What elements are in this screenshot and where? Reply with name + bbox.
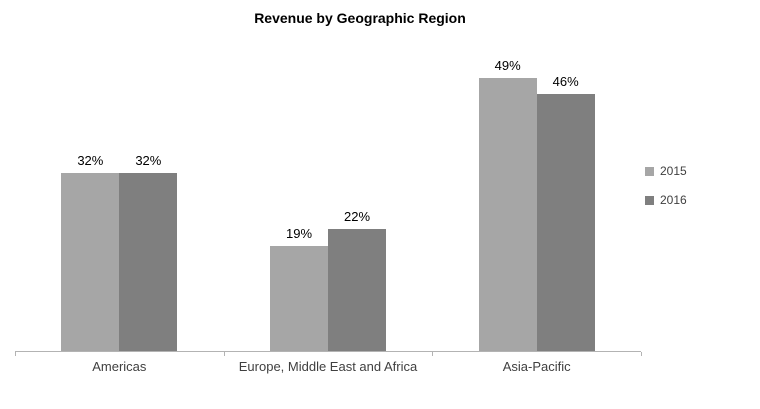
bar-2015 [61,173,120,352]
legend-swatch-2016 [645,195,654,205]
bar-value-label: 32% [135,153,162,168]
bar-value-label: 19% [285,226,313,241]
x-axis-tick [223,352,225,356]
bar-group: 19% 22% [224,0,433,352]
bar-wrapper: 32% [61,153,120,352]
bar-2015 [270,246,328,352]
bar-2016 [328,229,386,352]
legend-label: 2015 [660,164,687,178]
bar-value-label: 46% [552,74,579,89]
x-axis-tick [641,352,642,356]
bar-2016 [119,173,178,352]
x-axis-category-label: Europe, Middle East and Africa [238,359,418,374]
legend-entry: 2015 [645,164,687,178]
bar-group: 32% 32% [15,0,224,352]
x-axis-category-label: Asia-Pacific [502,359,571,374]
bar-value-label: 49% [494,58,521,73]
legend: 2015 2016 [645,164,687,207]
legend-entry: 2016 [645,193,687,207]
bar-wrapper: 49% [478,58,537,352]
x-axis-category-label: Americas [92,359,147,374]
bar-value-label: 32% [77,153,104,168]
bar-2015 [478,78,537,352]
legend-label: 2016 [660,193,687,207]
bar-2016 [536,94,595,352]
plot-area: 32% 32% 19% 22% 49% 46% [15,0,642,356]
chart-title: Revenue by Geographic Region [254,10,466,26]
bar-wrapper: 19% [270,226,328,352]
bar-group: 49% 46% [432,0,641,352]
bar-wrapper: 46% [536,74,595,352]
bar-groups: 32% 32% 19% 22% 49% 46% [15,0,641,352]
x-axis-tick [15,352,16,356]
x-axis-labels: Americas Europe, Middle East and Africa As… [15,359,641,374]
legend-swatch-2015 [645,166,654,176]
x-axis-line [15,351,641,352]
x-axis-tick [432,352,434,356]
bar-wrapper: 32% [119,153,178,352]
bar-wrapper: 22% [328,209,386,352]
bar-value-label: 22% [343,209,371,224]
